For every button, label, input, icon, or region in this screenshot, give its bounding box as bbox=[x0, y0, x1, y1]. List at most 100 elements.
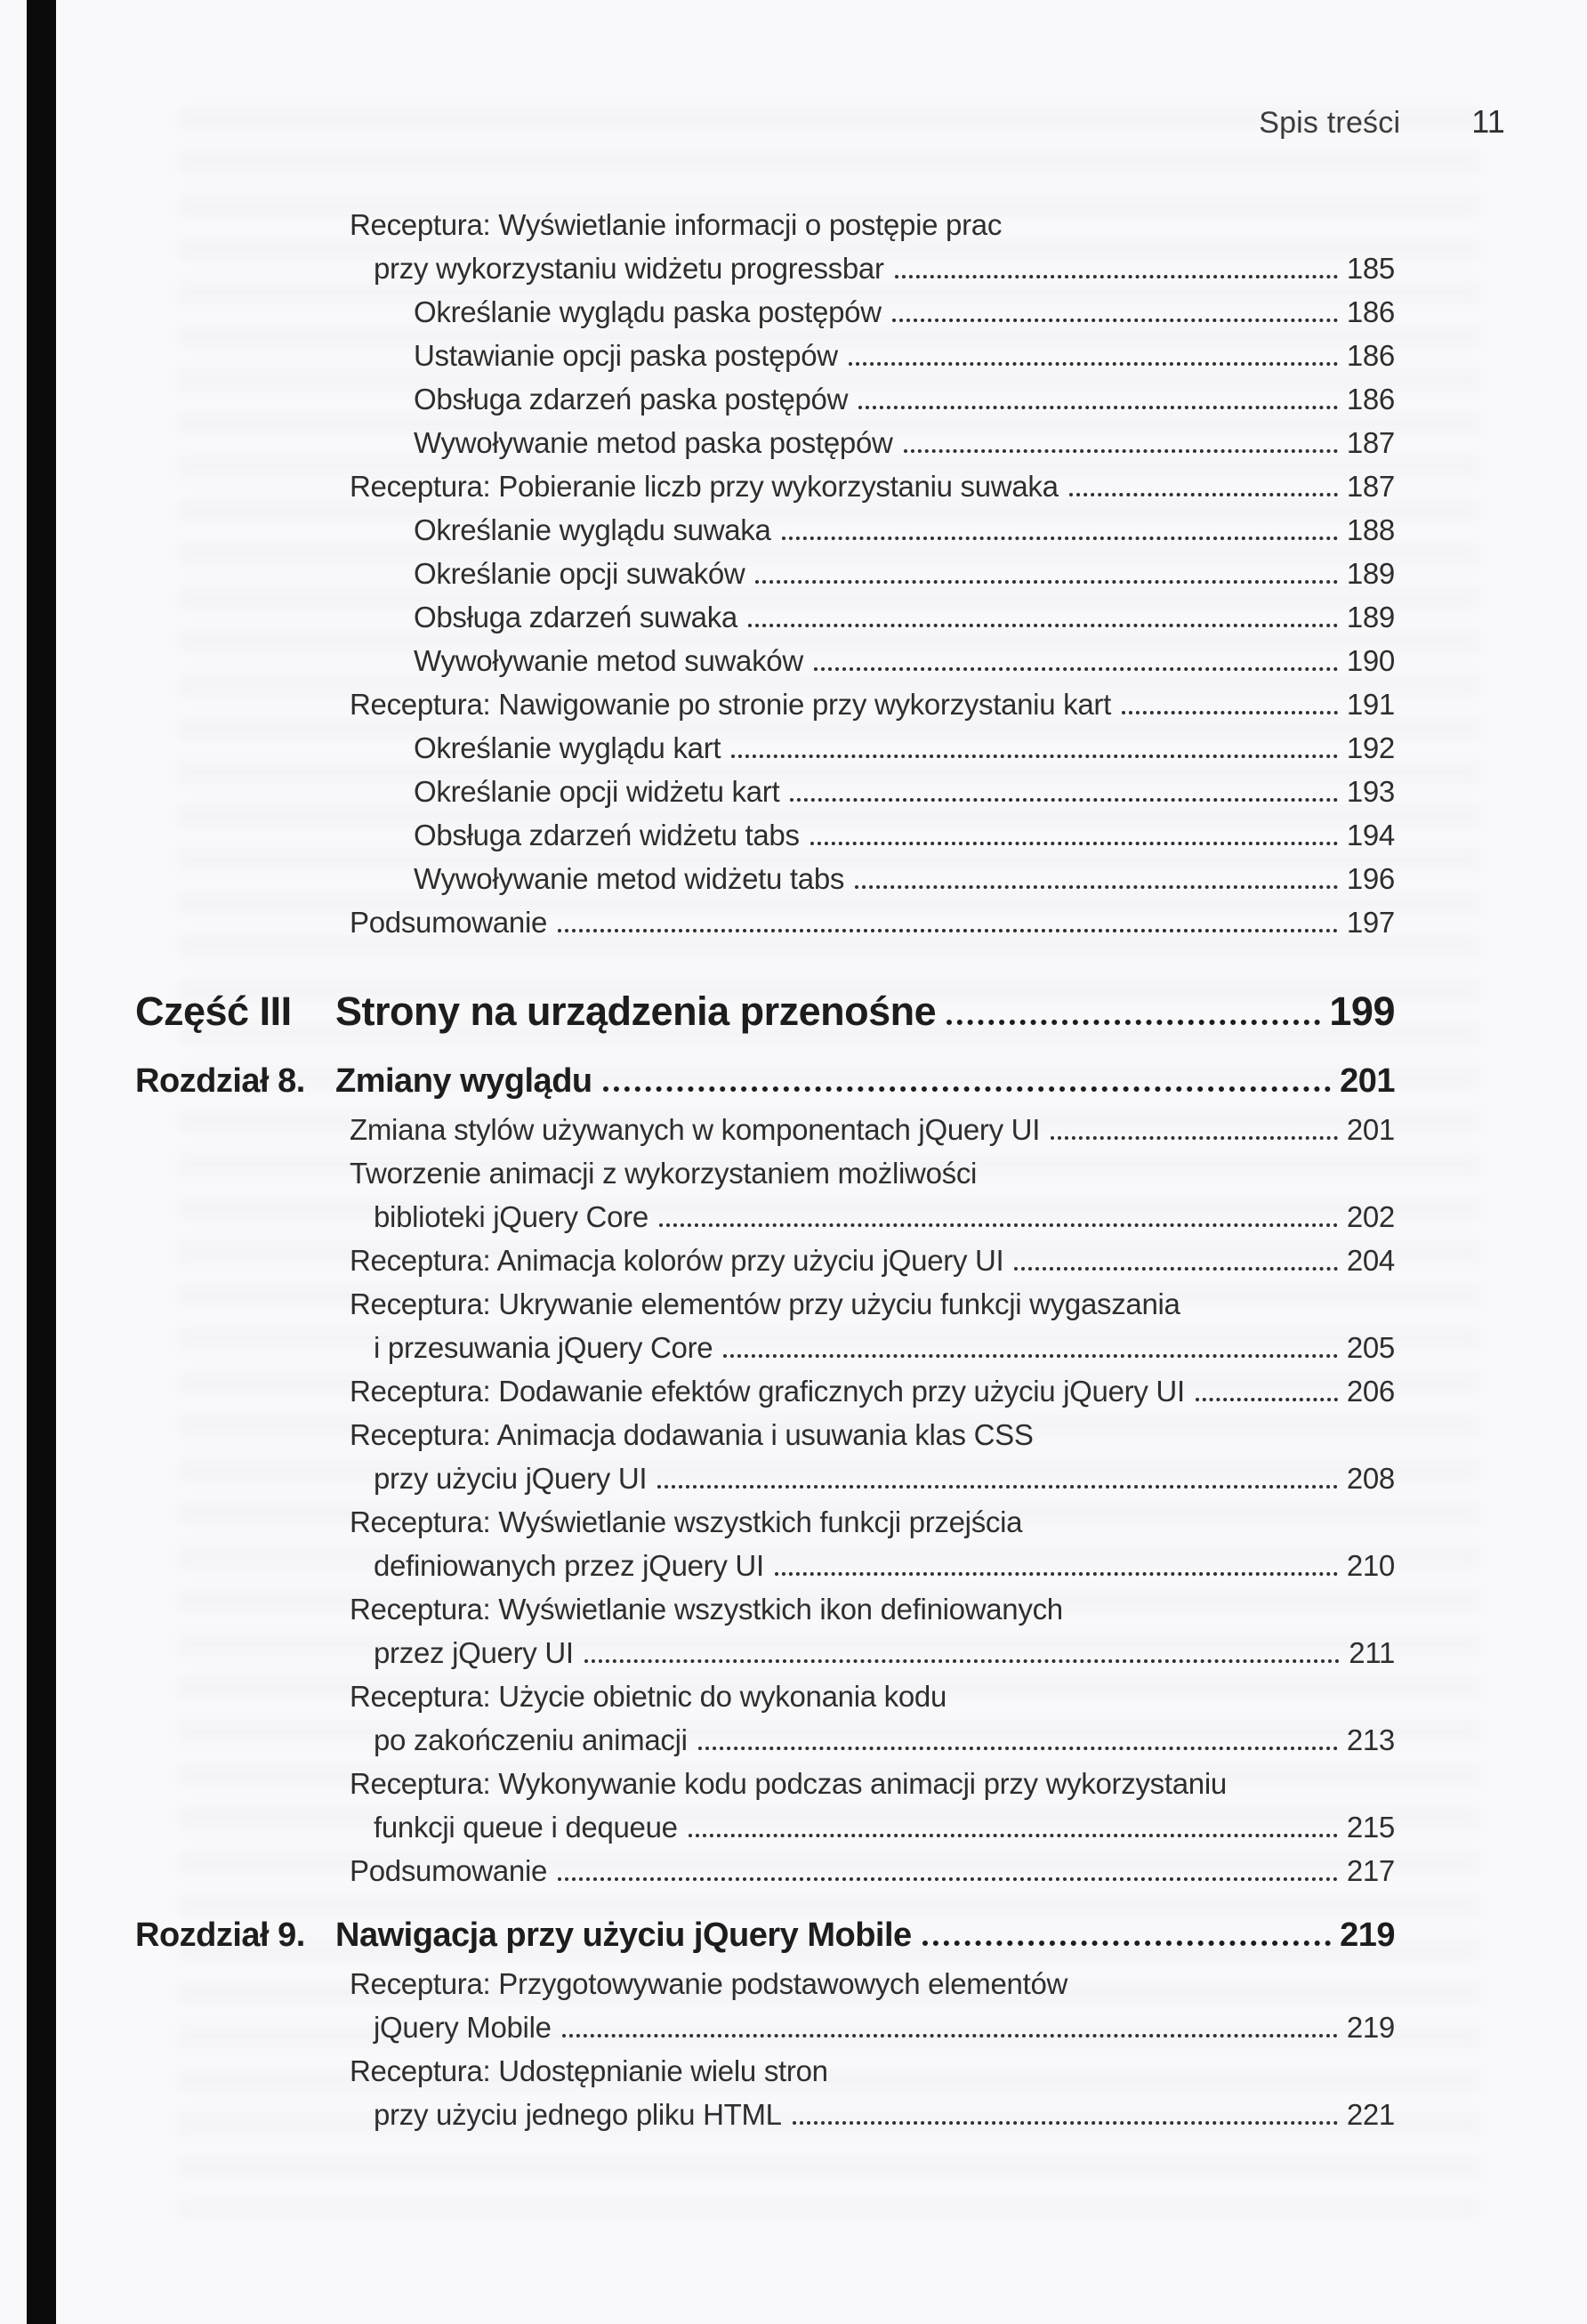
toc-list: Receptura: Wyświetlanie informacji o pos… bbox=[135, 203, 1395, 2136]
page-number: 219 bbox=[1340, 1916, 1395, 1954]
page-number: 215 bbox=[1346, 1811, 1395, 1844]
page-number: 206 bbox=[1346, 1375, 1395, 1408]
dot-leader bbox=[774, 1572, 1338, 1576]
toc-entry: Tworzenie animacji z wykorzystaniem możl… bbox=[135, 1151, 1395, 1195]
dot-leader bbox=[855, 885, 1338, 889]
toc-entry: funkcji queue i dequeue 215 bbox=[135, 1805, 1395, 1849]
entry-title: Określanie wyglądu paska postępów bbox=[414, 295, 882, 328]
page-number: 188 bbox=[1346, 513, 1395, 546]
toc-entry: przy użyciu jQuery UI 208 bbox=[135, 1457, 1395, 1500]
toc-entry: po zakończeniu animacji 213 bbox=[135, 1718, 1395, 1762]
dot-leader bbox=[657, 1485, 1338, 1489]
toc-subentry: Wywoływanie metod paska postępów 187 bbox=[135, 421, 1395, 464]
entry-title: Podsumowanie bbox=[350, 1854, 548, 1887]
toc-subentry: Ustawianie opcji paska postępów 186 bbox=[135, 334, 1395, 377]
entry-title: Receptura: Nawigowanie po stronie przy w… bbox=[350, 688, 1111, 721]
entry-title: Strony na urządzenia przenośne bbox=[335, 989, 937, 1034]
scan-gutter-bar bbox=[27, 0, 56, 2324]
dot-leader bbox=[1051, 1136, 1338, 1140]
toc-entry: biblioteki jQuery Core 202 bbox=[135, 1195, 1395, 1239]
section-label: Część III bbox=[135, 989, 292, 1034]
entry-title: Receptura: Wykonywanie kodu podczas anim… bbox=[350, 1767, 1227, 1800]
page-number: 208 bbox=[1346, 1462, 1395, 1495]
dot-leader bbox=[1195, 1398, 1338, 1401]
dot-leader bbox=[922, 1941, 1332, 1946]
page-number: 186 bbox=[1346, 383, 1395, 416]
entry-title: Nawigacja przy użyciu jQuery Mobile bbox=[335, 1916, 912, 1954]
toc-entry: Receptura: Dodawanie efektów graficznych… bbox=[135, 1369, 1395, 1413]
dot-leader bbox=[813, 667, 1338, 671]
entry-title: Obsługa zdarzeń widżetu tabs bbox=[414, 819, 800, 851]
page-number: 186 bbox=[1346, 295, 1395, 328]
dot-leader bbox=[747, 624, 1338, 627]
page-number: 192 bbox=[1346, 731, 1395, 764]
dot-leader bbox=[894, 275, 1338, 278]
page-number: 201 bbox=[1340, 1062, 1395, 1100]
toc-entry: Receptura: Wyświetlanie wszystkich ikon … bbox=[135, 1587, 1395, 1631]
toc-entry: Receptura: Pobieranie liczb przy wykorzy… bbox=[135, 464, 1395, 508]
page-number: 204 bbox=[1346, 1244, 1395, 1277]
section-label: Rozdział 9. bbox=[135, 1916, 305, 1954]
entry-title: Receptura: Animacja dodawania i usuwania… bbox=[350, 1418, 1034, 1451]
entry-title: Ustawianie opcji paska postępów bbox=[414, 339, 838, 372]
dot-leader bbox=[1014, 1267, 1338, 1271]
page-number: 199 bbox=[1329, 989, 1395, 1034]
toc-entry: Podsumowanie 197 bbox=[135, 900, 1395, 944]
toc-entry: Receptura: Użycie obietnic do wykonania … bbox=[135, 1674, 1395, 1718]
page-number: 189 bbox=[1346, 601, 1395, 633]
dot-leader bbox=[558, 929, 1338, 932]
toc-entry: przy użyciu jednego pliku HTML 221 bbox=[135, 2093, 1395, 2136]
entry-title: jQuery Mobile bbox=[374, 2011, 552, 2044]
entry-title: Podsumowanie bbox=[350, 906, 548, 939]
entry-title: Zmiany wyglądu bbox=[335, 1062, 592, 1100]
page-number: 187 bbox=[1346, 470, 1395, 503]
entry-title: przy wykorzystaniu widżetu progressbar bbox=[374, 252, 884, 285]
entry-title: Wywoływanie metod paska postępów bbox=[414, 426, 893, 459]
entry-title: Wywoływanie metod widżetu tabs bbox=[414, 862, 845, 895]
entry-title: Określanie wyglądu suwaka bbox=[414, 513, 771, 546]
chapter-heading: Rozdział 9. Nawigacja przy użyciu jQuery … bbox=[135, 1910, 1395, 1960]
toc-entry: Receptura: Wyświetlanie wszystkich funkc… bbox=[135, 1500, 1395, 1544]
dot-leader bbox=[561, 2034, 1338, 2038]
page-number: 213 bbox=[1346, 1723, 1395, 1756]
entry-title: Obsługa zdarzeń paska postępów bbox=[414, 383, 849, 416]
toc-entry: przy wykorzystaniu widżetu progressbar 18… bbox=[135, 246, 1395, 290]
folio-page-number: 11 bbox=[1471, 103, 1505, 140]
toc-subentry: Wywoływanie metod suwaków 190 bbox=[135, 639, 1395, 682]
entry-title: Określanie wyglądu kart bbox=[414, 731, 721, 764]
entry-title: Receptura: Użycie obietnic do wykonania … bbox=[350, 1680, 947, 1713]
dot-leader bbox=[781, 537, 1338, 540]
entry-title: Receptura: Pobieranie liczb przy wykorzy… bbox=[350, 470, 1059, 503]
dot-leader bbox=[848, 362, 1338, 366]
toc-entry: Receptura: Wykonywanie kodu podczas anim… bbox=[135, 1762, 1395, 1805]
toc-entry: Zmiana stylów używanych w komponentach j… bbox=[135, 1108, 1395, 1151]
toc-entry: Receptura: Nawigowanie po stronie przy w… bbox=[135, 682, 1395, 726]
entry-title: przy użyciu jednego pliku HTML bbox=[374, 2098, 782, 2131]
entry-title: definiowanych przez jQuery UI bbox=[374, 1549, 764, 1582]
toc-entry: Receptura: Wyświetlanie informacji o pos… bbox=[135, 203, 1395, 246]
toc-entry: Podsumowanie 217 bbox=[135, 1849, 1395, 1892]
dot-leader bbox=[602, 1086, 1332, 1092]
toc-subentry: Obsługa zdarzeń paska postępów 186 bbox=[135, 377, 1395, 421]
toc-entry: i przesuwania jQuery Core 205 bbox=[135, 1326, 1395, 1369]
toc-subentry: Określanie wyglądu kart 192 bbox=[135, 726, 1395, 770]
toc-subentry: Obsługa zdarzeń suwaka 189 bbox=[135, 595, 1395, 639]
page-number: 196 bbox=[1346, 862, 1395, 895]
toc-entry: Receptura: Ukrywanie elementów przy użyc… bbox=[135, 1282, 1395, 1326]
dot-leader bbox=[755, 580, 1338, 584]
page-number: 197 bbox=[1346, 906, 1395, 939]
dot-leader bbox=[697, 1747, 1338, 1750]
chapter-heading: Rozdział 8. Zmiany wyglądu 201 bbox=[135, 1056, 1395, 1106]
toc-entry: Receptura: Animacja dodawania i usuwania… bbox=[135, 1413, 1395, 1457]
page-number: 193 bbox=[1346, 775, 1395, 808]
dot-leader bbox=[790, 798, 1338, 802]
toc-subentry: Określanie opcji widżetu kart 193 bbox=[135, 770, 1395, 813]
entry-title: po zakończeniu animacji bbox=[374, 1723, 688, 1756]
dot-leader bbox=[1121, 711, 1338, 714]
entry-title: Receptura: Udostępnianie wielu stron bbox=[350, 2054, 828, 2087]
entry-title: przy użyciu jQuery UI bbox=[374, 1462, 648, 1495]
toc-subentry: Wywoływanie metod widżetu tabs 196 bbox=[135, 857, 1395, 900]
entry-title: Określanie opcji widżetu kart bbox=[414, 775, 780, 808]
dot-leader bbox=[792, 2121, 1338, 2125]
